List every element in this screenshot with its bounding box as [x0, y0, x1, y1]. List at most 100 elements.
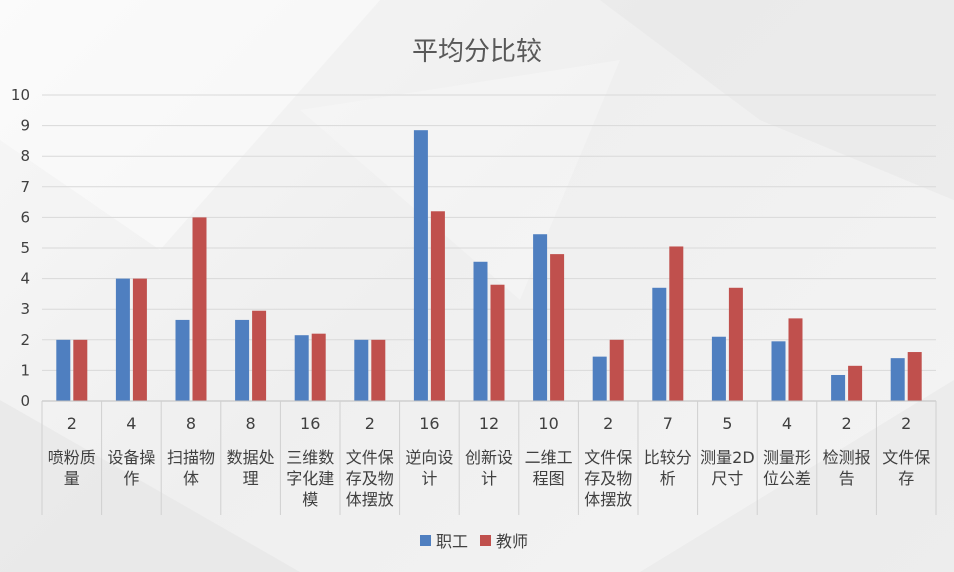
bar-teacher	[73, 339, 88, 401]
category-count: 8	[186, 414, 196, 433]
category-label: 体摆放	[346, 490, 394, 509]
category-label: 逆向设	[405, 448, 453, 467]
legend-swatch	[420, 535, 431, 546]
category-label: 喷粉质	[48, 448, 96, 467]
category-label: 比较分	[644, 448, 692, 467]
bar-staff	[592, 356, 607, 401]
category-label: 设备操	[107, 448, 155, 467]
category-count: 12	[479, 414, 499, 433]
bars	[56, 130, 922, 401]
y-tick-label: 7	[20, 178, 30, 196]
category-label: 文件保	[346, 448, 394, 467]
y-axis: 0 1 2 3 4 5 6 7 8 9 10	[11, 86, 30, 410]
grid-lines	[42, 94, 936, 371]
category-label: 模	[302, 490, 318, 509]
y-tick-label: 3	[20, 300, 30, 318]
bar-staff	[115, 278, 130, 401]
legend-swatch	[480, 535, 491, 546]
y-tick-label: 6	[20, 208, 30, 226]
bar-teacher	[728, 287, 743, 401]
legend-label: 教师	[496, 532, 528, 551]
category-label: 位公差	[763, 469, 811, 488]
bar-staff	[235, 319, 250, 401]
bar-staff	[771, 341, 786, 401]
bar-staff	[175, 319, 190, 401]
category-label: 检测报	[823, 448, 871, 467]
y-tick-label: 9	[20, 117, 30, 135]
bar-teacher	[788, 318, 803, 401]
legend: 职工 教师	[420, 532, 528, 551]
category-count: 10	[538, 414, 558, 433]
category-count: 7	[663, 414, 673, 433]
bar-staff	[533, 234, 548, 401]
bar-staff	[294, 335, 309, 401]
category-label: 体摆放	[584, 490, 632, 509]
y-tick-label: 2	[20, 331, 30, 349]
category-label: 存及物	[584, 469, 632, 488]
category-label: 析	[660, 469, 676, 488]
category-label: 计	[481, 469, 497, 488]
chart-title: 平均分比较	[412, 37, 542, 67]
category-label: 测量形	[763, 448, 811, 467]
bar-staff	[354, 339, 369, 401]
bar-teacher	[132, 278, 147, 401]
y-tick-label: 0	[20, 392, 30, 410]
category-label: 计	[421, 469, 437, 488]
bar-staff	[56, 339, 71, 401]
category-count: 8	[246, 414, 256, 433]
y-tick-label: 4	[20, 270, 30, 288]
bar-staff	[473, 261, 488, 401]
category-count: 16	[300, 414, 320, 433]
category-count: 2	[603, 414, 613, 433]
y-tick-label: 5	[20, 239, 30, 257]
y-tick-label: 8	[20, 147, 30, 165]
category-count: 16	[419, 414, 439, 433]
category-label: 文件保	[882, 448, 930, 467]
category-label: 作	[123, 469, 139, 488]
category-label: 二维工	[525, 448, 573, 467]
category-label: 三维数	[286, 448, 334, 467]
bar-staff	[652, 287, 667, 401]
category-label: 尺寸	[711, 469, 743, 488]
y-tick-label: 1	[20, 361, 30, 379]
category-label: 字化建	[286, 469, 334, 488]
bar-teacher	[550, 254, 565, 401]
category-count: 2	[67, 414, 77, 433]
bar-staff	[413, 130, 428, 401]
bar-staff	[711, 336, 726, 401]
category-label: 理	[243, 469, 259, 488]
bar-teacher	[430, 211, 445, 401]
category-label: 扫描物	[167, 448, 215, 467]
bar-teacher	[609, 339, 624, 401]
bar-teacher	[311, 333, 326, 401]
category-count: 2	[842, 414, 852, 433]
y-tick-label: 10	[11, 86, 30, 104]
category-label: 体	[183, 469, 199, 488]
legend-label: 职工	[436, 532, 468, 551]
bar-teacher	[848, 365, 863, 401]
category-count: 4	[126, 414, 136, 433]
bar-teacher	[371, 339, 386, 401]
category-label: 程图	[533, 469, 565, 488]
category-count: 2	[901, 414, 911, 433]
bar-teacher	[192, 217, 207, 401]
category-label: 存及物	[346, 469, 394, 488]
bar-teacher	[669, 246, 684, 401]
category-label: 创新设	[465, 448, 513, 467]
category-count: 4	[782, 414, 792, 433]
category-label: 文件保	[584, 448, 632, 467]
category-label: 存	[898, 469, 914, 488]
bar-staff	[831, 374, 846, 401]
bar-teacher	[907, 352, 922, 401]
bar-teacher	[252, 310, 267, 401]
category-label: 告	[839, 469, 855, 488]
category-label: 量	[64, 469, 80, 488]
category-count: 2	[365, 414, 375, 433]
category-label: 测量2D	[700, 448, 755, 467]
bar-staff	[890, 358, 905, 401]
category-label: 数据处	[227, 448, 275, 467]
bar-teacher	[490, 284, 505, 401]
